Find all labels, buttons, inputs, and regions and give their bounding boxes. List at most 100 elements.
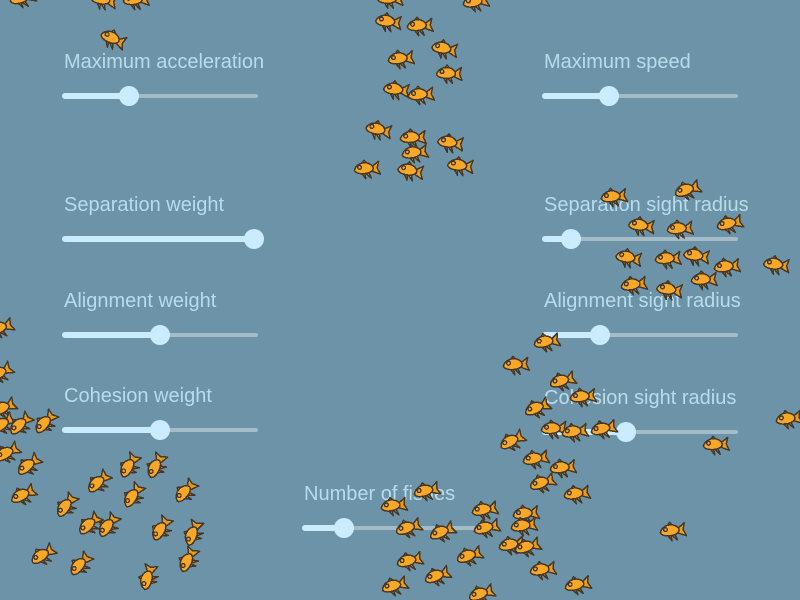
- maximum-acceleration-slider-fill: [62, 93, 129, 99]
- fish-sprite: [114, 449, 145, 483]
- maximum-acceleration-slider[interactable]: [62, 86, 258, 106]
- fish-sprite: [658, 519, 688, 543]
- fish-sprite: [0, 314, 17, 343]
- fish-sprite: [562, 482, 592, 507]
- fish-sprite: [421, 562, 454, 591]
- fish-sprite: [495, 426, 529, 457]
- cohesion-sight-radius-label: Cohesion sight radius: [544, 387, 737, 409]
- fish-sprite: [82, 466, 116, 499]
- maximum-acceleration-slider-track[interactable]: [62, 94, 258, 98]
- control-separation-sight-radius: Separation sight radius: [542, 193, 749, 249]
- fish-sprite: [51, 489, 83, 523]
- separation-sight-radius-slider-track[interactable]: [542, 237, 738, 241]
- cohesion-weight-slider-fill: [62, 427, 160, 433]
- fish-sprite: [96, 25, 129, 54]
- alignment-sight-radius-slider[interactable]: [542, 325, 738, 345]
- alignment-sight-radius-slider-thumb[interactable]: [589, 325, 610, 345]
- separation-weight-label: Separation weight: [64, 194, 225, 216]
- cohesion-sight-radius-slider-thumb[interactable]: [616, 422, 637, 442]
- separation-sight-radius-slider-thumb[interactable]: [561, 229, 582, 249]
- fish-sprite: [461, 0, 491, 15]
- separation-sight-radius-slider[interactable]: [542, 229, 738, 249]
- fish-sprite: [29, 406, 62, 440]
- control-cohesion-weight: Cohesion weight: [62, 384, 258, 440]
- maximum-acceleration-slider-thumb[interactable]: [118, 86, 139, 106]
- fish-sprite: [135, 561, 162, 593]
- fish-sprite: [406, 83, 436, 107]
- fish-sprite: [386, 47, 416, 71]
- fish-sprite: [4, 408, 38, 441]
- fish-sprite: [774, 407, 800, 432]
- fish-sprite: [399, 127, 428, 150]
- control-alignment-sight-radius: Alignment sight radius: [542, 289, 741, 345]
- cohesion-sight-radius-slider-fill: [542, 429, 627, 435]
- fish-sprite: [548, 456, 578, 480]
- fish-sprite: [382, 79, 411, 102]
- separation-sight-radius-label: Separation sight radius: [544, 194, 749, 216]
- alignment-weight-slider[interactable]: [62, 325, 258, 345]
- fish-sprite: [496, 532, 528, 558]
- fish-sprite: [501, 354, 531, 377]
- fish-sprite: [173, 543, 204, 577]
- alignment-weight-slider-fill: [62, 332, 160, 338]
- separation-weight-slider-fill: [62, 236, 255, 242]
- control-number-of-fishes: Number of fishes: [302, 482, 498, 538]
- fish-sprite: [394, 548, 426, 575]
- fish-sprite: [526, 469, 559, 498]
- fish-sprite: [712, 255, 742, 279]
- maximum-speed-slider[interactable]: [542, 86, 738, 106]
- fish-sprite: [374, 11, 403, 34]
- maximum-speed-label: Maximum speed: [544, 51, 691, 73]
- fish-sprite: [93, 509, 125, 543]
- fish-sprite: [528, 558, 558, 583]
- alignment-sight-radius-slider-fill: [542, 332, 600, 338]
- cohesion-weight-slider-thumb[interactable]: [150, 420, 170, 440]
- fish-sprite: [511, 533, 544, 561]
- fish-sprite: [509, 514, 539, 539]
- fish-sprite: [511, 502, 541, 526]
- maximum-speed-slider-track[interactable]: [542, 94, 738, 98]
- number-of-fishes-label: Number of fishes: [304, 483, 456, 505]
- separation-weight-slider-thumb[interactable]: [244, 229, 265, 249]
- fish-sprite: [376, 0, 404, 10]
- alignment-weight-slider-thumb[interactable]: [150, 325, 170, 345]
- maximum-speed-slider-fill: [542, 93, 609, 99]
- fish-sprite: [64, 548, 97, 582]
- fish-sprite: [88, 0, 119, 13]
- maximum-acceleration-label: Maximum acceleration: [64, 51, 265, 73]
- fish-sprite: [395, 159, 426, 183]
- fish-sprite: [435, 64, 463, 85]
- fish-sprite: [169, 475, 202, 509]
- fish-sprite: [363, 118, 394, 143]
- fish-sprite: [0, 408, 20, 441]
- fish-sprite: [429, 37, 460, 61]
- cohesion-weight-label: Cohesion weight: [64, 385, 212, 407]
- fish-sprite: [179, 517, 208, 550]
- fish-sprite: [690, 269, 719, 292]
- fish-sprite: [146, 512, 177, 546]
- fish-sprite: [0, 358, 17, 389]
- alignment-sight-radius-slider-track[interactable]: [542, 333, 738, 337]
- fish-sprite: [0, 438, 24, 469]
- fish-sprite: [405, 15, 435, 38]
- number-of-fishes-slider[interactable]: [302, 518, 498, 538]
- fish-sprite: [465, 580, 498, 600]
- separation-weight-slider[interactable]: [62, 229, 265, 249]
- control-maximum-acceleration: Maximum acceleration: [62, 50, 265, 106]
- fish-sprite: [12, 449, 46, 482]
- cohesion-sight-radius-slider[interactable]: [542, 422, 738, 442]
- control-alignment-weight: Alignment weight: [62, 289, 258, 345]
- cohesion-sight-radius-slider-track[interactable]: [542, 430, 738, 434]
- separation-sight-radius-slider-fill: [542, 236, 572, 242]
- number-of-fishes-slider-thumb[interactable]: [334, 518, 355, 538]
- fish-sprite: [378, 572, 411, 600]
- fish-sprite: [762, 254, 791, 277]
- alignment-weight-label: Alignment weight: [64, 290, 217, 312]
- cohesion-weight-slider[interactable]: [62, 420, 258, 440]
- fish-sprite: [7, 480, 40, 511]
- maximum-speed-slider-thumb[interactable]: [598, 86, 619, 106]
- fish-sprite: [121, 0, 151, 12]
- fish-sprite: [7, 0, 39, 12]
- control-maximum-speed: Maximum speed: [542, 50, 738, 106]
